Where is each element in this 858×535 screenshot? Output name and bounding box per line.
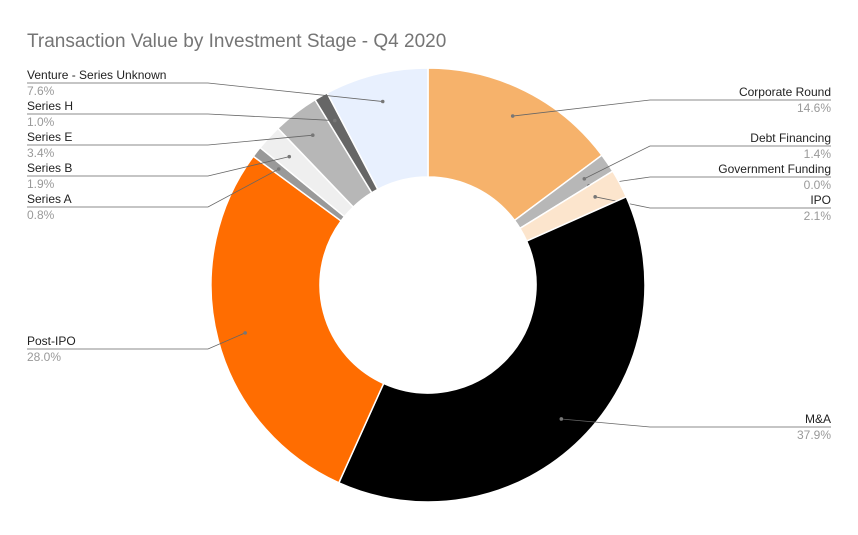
- slice-label: Post-IPO: [27, 334, 76, 348]
- donut-slice: [427, 67, 603, 222]
- leader-line: [27, 168, 279, 208]
- slice-value-label: 37.9%: [797, 428, 831, 442]
- leader-dot: [559, 417, 564, 421]
- leader-dot: [243, 331, 247, 335]
- donut-slice: [337, 195, 646, 503]
- slice-value-label: 14.6%: [797, 101, 831, 115]
- leader-line: [27, 113, 335, 121]
- slice-label: M&A: [805, 412, 831, 426]
- leader-dot: [310, 133, 315, 137]
- chart-title: Transaction Value by Investment Stage - …: [27, 31, 446, 52]
- leader-line: [27, 82, 383, 102]
- leader-line: [27, 332, 246, 350]
- leader-line: [27, 156, 290, 177]
- slice-label: Government Funding: [718, 162, 831, 176]
- slice-value-label: 1.9%: [27, 177, 55, 191]
- slice-value-label: 2.1%: [804, 209, 832, 223]
- slice-label: Corporate Round: [739, 85, 831, 99]
- leader-dot: [276, 167, 281, 171]
- slice-label: Series A: [27, 192, 72, 206]
- slice-label: Series H: [27, 99, 73, 113]
- slice-value-label: 1.0%: [27, 115, 55, 129]
- slice-label: Debt Financing: [750, 131, 831, 145]
- leader-line: [584, 145, 831, 180]
- slice-value-label: 7.6%: [27, 84, 55, 98]
- slice-label: Series E: [27, 130, 72, 144]
- slice-value-label: 28.0%: [27, 350, 61, 364]
- slice-value-label: 3.4%: [27, 146, 55, 160]
- leader-dot: [593, 195, 597, 199]
- slice-label: Series B: [27, 161, 72, 175]
- leader-line: [595, 196, 831, 209]
- slice-value-label: 1.4%: [804, 147, 832, 161]
- leader-line: [561, 418, 831, 428]
- slice-label: IPO: [810, 193, 831, 207]
- leader-line: [512, 99, 831, 117]
- leader-dot: [510, 114, 515, 118]
- leader-dot: [287, 154, 292, 159]
- slice-value-label: 0.8%: [27, 208, 55, 222]
- leader-dot: [582, 176, 587, 181]
- leader-line: [27, 134, 313, 146]
- donut-slice: [210, 155, 385, 484]
- leader-dot: [333, 118, 337, 123]
- leader-dot: [380, 99, 385, 104]
- slice-label: Venture - Series Unknown: [27, 68, 166, 82]
- slice-value-label: 0.0%: [804, 178, 832, 192]
